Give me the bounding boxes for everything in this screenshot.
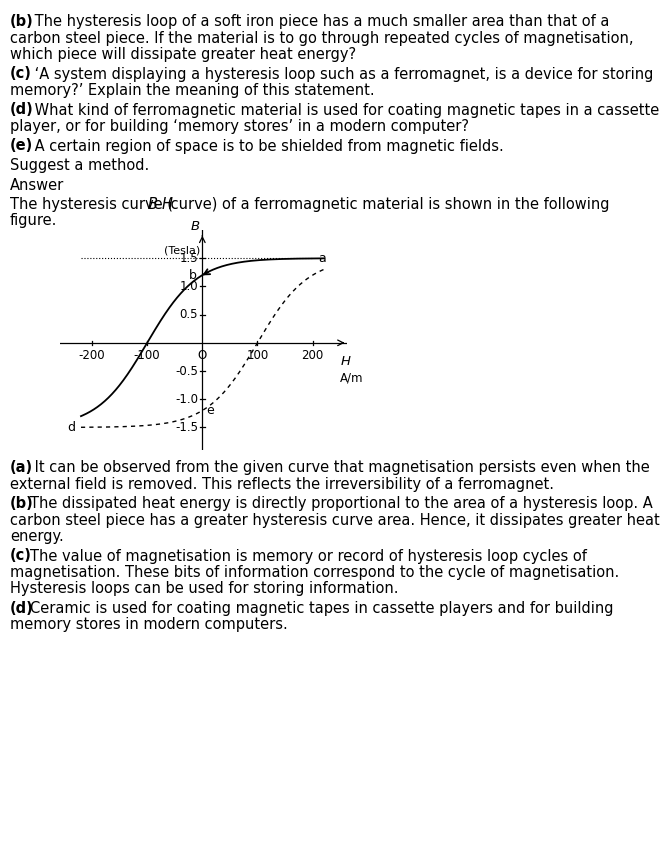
- Text: Hysteresis loops can be used for storing information.: Hysteresis loops can be used for storing…: [10, 581, 398, 597]
- Text: which piece will dissipate greater heat energy?: which piece will dissipate greater heat …: [10, 47, 356, 62]
- Text: B-H: B-H: [147, 197, 173, 212]
- Text: 200: 200: [301, 349, 323, 362]
- Text: A/m: A/m: [340, 371, 364, 384]
- Text: The value of magnetisation is memory or record of hysteresis loop cycles of: The value of magnetisation is memory or …: [29, 549, 586, 563]
- Text: (a): (a): [10, 460, 33, 475]
- Text: energy.: energy.: [10, 529, 64, 544]
- Text: 1.5: 1.5: [179, 252, 198, 265]
- Text: (c): (c): [10, 549, 32, 563]
- Text: What kind of ferromagnetic material is used for coating magnetic tapes in a cass: What kind of ferromagnetic material is u…: [29, 102, 659, 117]
- Text: The hysteresis curve (: The hysteresis curve (: [10, 197, 173, 212]
- Text: It can be observed from the given curve that magnetisation persists even when th: It can be observed from the given curve …: [29, 460, 649, 475]
- Text: curve) of a ferromagnetic material is shown in the following: curve) of a ferromagnetic material is sh…: [166, 197, 610, 212]
- Text: memory stores in modern computers.: memory stores in modern computers.: [10, 618, 287, 632]
- Text: carbon steel piece. If the material is to go through repeated cycles of magnetis: carbon steel piece. If the material is t…: [10, 31, 634, 45]
- Text: 1.0: 1.0: [179, 280, 198, 293]
- Text: Suggest a method.: Suggest a method.: [10, 158, 149, 173]
- Text: Answer: Answer: [10, 178, 64, 192]
- Text: d: d: [67, 421, 75, 434]
- Text: (d): (d): [10, 102, 34, 117]
- Text: (Tesla): (Tesla): [163, 246, 200, 256]
- Text: b: b: [189, 269, 197, 282]
- Text: (d): (d): [10, 601, 34, 616]
- Text: The hysteresis loop of a soft iron piece has a much smaller area than that of a: The hysteresis loop of a soft iron piece…: [29, 14, 609, 29]
- Text: carbon steel piece has a greater hysteresis curve area. Hence, it dissipates gre: carbon steel piece has a greater hystere…: [10, 512, 660, 528]
- Text: The dissipated heat energy is directly proportional to the area of a hysteresis : The dissipated heat energy is directly p…: [29, 496, 652, 511]
- Text: (e): (e): [10, 139, 33, 153]
- Text: -200: -200: [79, 349, 105, 362]
- Text: H: H: [340, 355, 350, 368]
- Text: -0.5: -0.5: [175, 364, 198, 378]
- Text: Ceramic is used for coating magnetic tapes in cassette players and for building: Ceramic is used for coating magnetic tap…: [29, 601, 613, 616]
- Text: A certain region of space is to be shielded from magnetic fields.: A certain region of space is to be shiel…: [29, 139, 504, 153]
- Text: a: a: [318, 252, 326, 265]
- Text: B: B: [191, 220, 199, 233]
- Text: 100: 100: [246, 349, 269, 362]
- Text: (b): (b): [10, 496, 34, 511]
- Text: player, or for building ‘memory stores’ in a modern computer?: player, or for building ‘memory stores’ …: [10, 119, 469, 134]
- Text: -1.5: -1.5: [175, 421, 198, 434]
- Text: magnetisation. These bits of information correspond to the cycle of magnetisatio: magnetisation. These bits of information…: [10, 565, 619, 580]
- Text: figure.: figure.: [10, 214, 57, 229]
- Text: ‘A system displaying a hysteresis loop such as a ferromagnet, is a device for st: ‘A system displaying a hysteresis loop s…: [29, 66, 653, 82]
- Text: 0.5: 0.5: [179, 308, 198, 321]
- Text: e: e: [207, 404, 215, 417]
- Text: (c): (c): [10, 66, 32, 82]
- Text: memory?’ Explain the meaning of this statement.: memory?’ Explain the meaning of this sta…: [10, 83, 375, 98]
- Text: -1.0: -1.0: [175, 392, 198, 406]
- Text: external field is removed. This reflects the irreversibility of a ferromagnet.: external field is removed. This reflects…: [10, 477, 554, 492]
- Text: O: O: [197, 349, 207, 362]
- Text: -100: -100: [134, 349, 161, 362]
- Text: (b): (b): [10, 14, 34, 29]
